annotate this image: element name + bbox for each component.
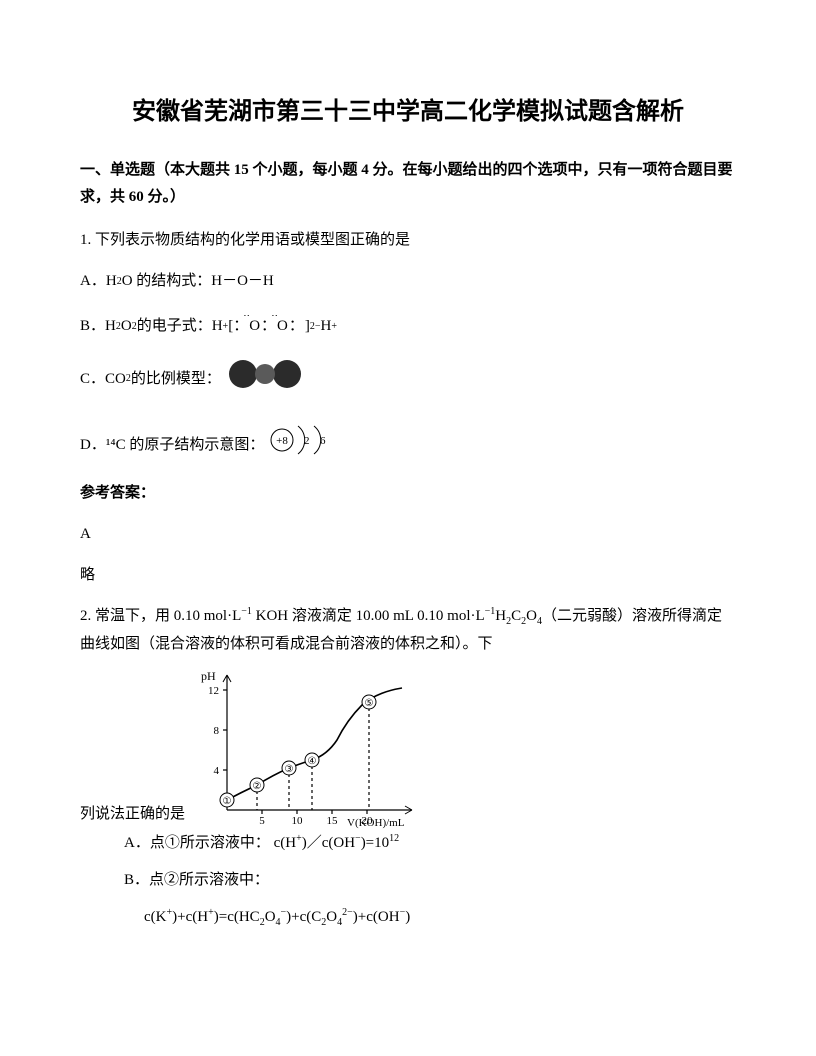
text: c(K (144, 909, 167, 925)
text: )／c(OH (302, 835, 355, 851)
svg-text:12: 12 (208, 685, 219, 697)
option-label: D． (80, 432, 106, 459)
dot: ‥ (243, 305, 250, 323)
answer-label: 参考答案： (80, 480, 736, 507)
q2-option-b-eq: c(K+)+c(H+)=c(HC2O4−)+c(C2O42−)+c(OH−) (80, 904, 736, 932)
subscript: 4 (276, 917, 281, 928)
text: H (105, 313, 116, 340)
text: O 的结构式：H－O－H (122, 268, 274, 295)
text: )=c(HC (214, 909, 260, 925)
text: 的比例模型： (131, 366, 221, 393)
titration-curve-chart: pH48125101520V(KOH)/mL①②③④⑤ (187, 660, 427, 830)
svg-text:pH: pH (201, 669, 216, 683)
dot: ‥ (271, 305, 278, 323)
svg-text:15: 15 (327, 815, 339, 827)
atom-structure-svg: +8 26 (268, 418, 332, 462)
text: C (511, 608, 521, 624)
text: 2. 常温下，用 0.10 mol·L (80, 608, 241, 624)
q1-option-c: C． CO 2 的比例模型： (80, 358, 736, 400)
superscript: + (331, 318, 337, 336)
text: CO (105, 366, 126, 393)
superscript: 2− (310, 318, 321, 336)
text: ¹⁴C 的原子结构示意图： (106, 432, 264, 459)
q2-option-b: B．点②所示溶液中： (80, 867, 736, 894)
text: O (326, 909, 337, 925)
q1-option-d: D． ¹⁴C 的原子结构示意图： +8 26 (80, 418, 736, 472)
q1-option-b: B． H 2 O 2 的电子式：H + [ ：O：O： ‥ ‥ ] 2− H + (80, 313, 736, 340)
lewis-structure: ：O：O： ‥ ‥ (233, 313, 305, 340)
option-label: B． (80, 313, 105, 340)
superscript: 2− (342, 907, 353, 918)
text: A．点①所示溶液中： c(H (124, 835, 296, 851)
svg-text:4: 4 (214, 765, 220, 777)
superscript: −1 (241, 606, 252, 617)
text: 的电子式：H (137, 313, 223, 340)
co2-model-svg (225, 358, 305, 390)
option-label: C． (80, 366, 105, 393)
q2-stem: 2. 常温下，用 0.10 mol·L−1 KOH 溶液滴定 10.00 mL … (80, 603, 736, 658)
svg-text:8: 8 (214, 725, 220, 737)
subscript: 4 (337, 917, 342, 928)
svg-text:②: ② (253, 781, 262, 792)
text: )+c(H (172, 909, 208, 925)
superscript: 12 (389, 833, 399, 844)
text: O (121, 313, 132, 340)
atom-structure-icon: +8 26 (268, 418, 332, 472)
svg-text:③: ③ (285, 764, 294, 775)
svg-text:2: 2 (304, 435, 310, 447)
svg-text:④: ④ (308, 756, 317, 767)
text: O (265, 909, 276, 925)
svg-text:①: ① (223, 796, 232, 807)
option-label: A． (80, 268, 106, 295)
q2-chart-row: 列说法正确的是 pH48125101520V(KOH)/mL①②③④⑤ (80, 660, 736, 830)
q1-brief: 略 (80, 562, 736, 589)
q2-option-a: A．点①所示溶液中： c(H+)／c(OH−)=1012 (80, 830, 736, 857)
page-title: 安徽省芜湖市第三十三中学高二化学模拟试题含解析 (80, 90, 736, 133)
q2-stem-tail: 列说法正确的是 (80, 801, 185, 830)
text: )+c(OH (353, 909, 400, 925)
svg-text:10: 10 (292, 815, 304, 827)
superscript: −1 (485, 606, 496, 617)
svg-text:6: 6 (320, 435, 326, 447)
text: KOH 溶液滴定 10.00 mL 0.10 mol·L (252, 608, 485, 624)
q1-answer: A (80, 521, 736, 548)
text: )=10 (361, 835, 389, 851)
q1-option-a: A． H 2 O 的结构式：H－O－H (80, 268, 736, 295)
text: ) (405, 909, 410, 925)
section-1-header: 一、单选题（本大题共 15 个小题，每小题 4 分。在每小题给出的四个选项中，只… (80, 157, 736, 211)
text: O (526, 608, 537, 624)
svg-text:⑤: ⑤ (365, 698, 374, 709)
text: )+c(C (286, 909, 321, 925)
text: H (495, 608, 506, 624)
text: H (106, 268, 117, 295)
q1-stem: 1. 下列表示物质结构的化学用语或模型图正确的是 (80, 227, 736, 254)
co2-model-icon (225, 358, 305, 400)
text: H (321, 313, 332, 340)
svg-text:5: 5 (259, 815, 265, 827)
svg-text:V(KOH)/mL: V(KOH)/mL (347, 817, 405, 829)
svg-text:+8: +8 (276, 435, 288, 447)
